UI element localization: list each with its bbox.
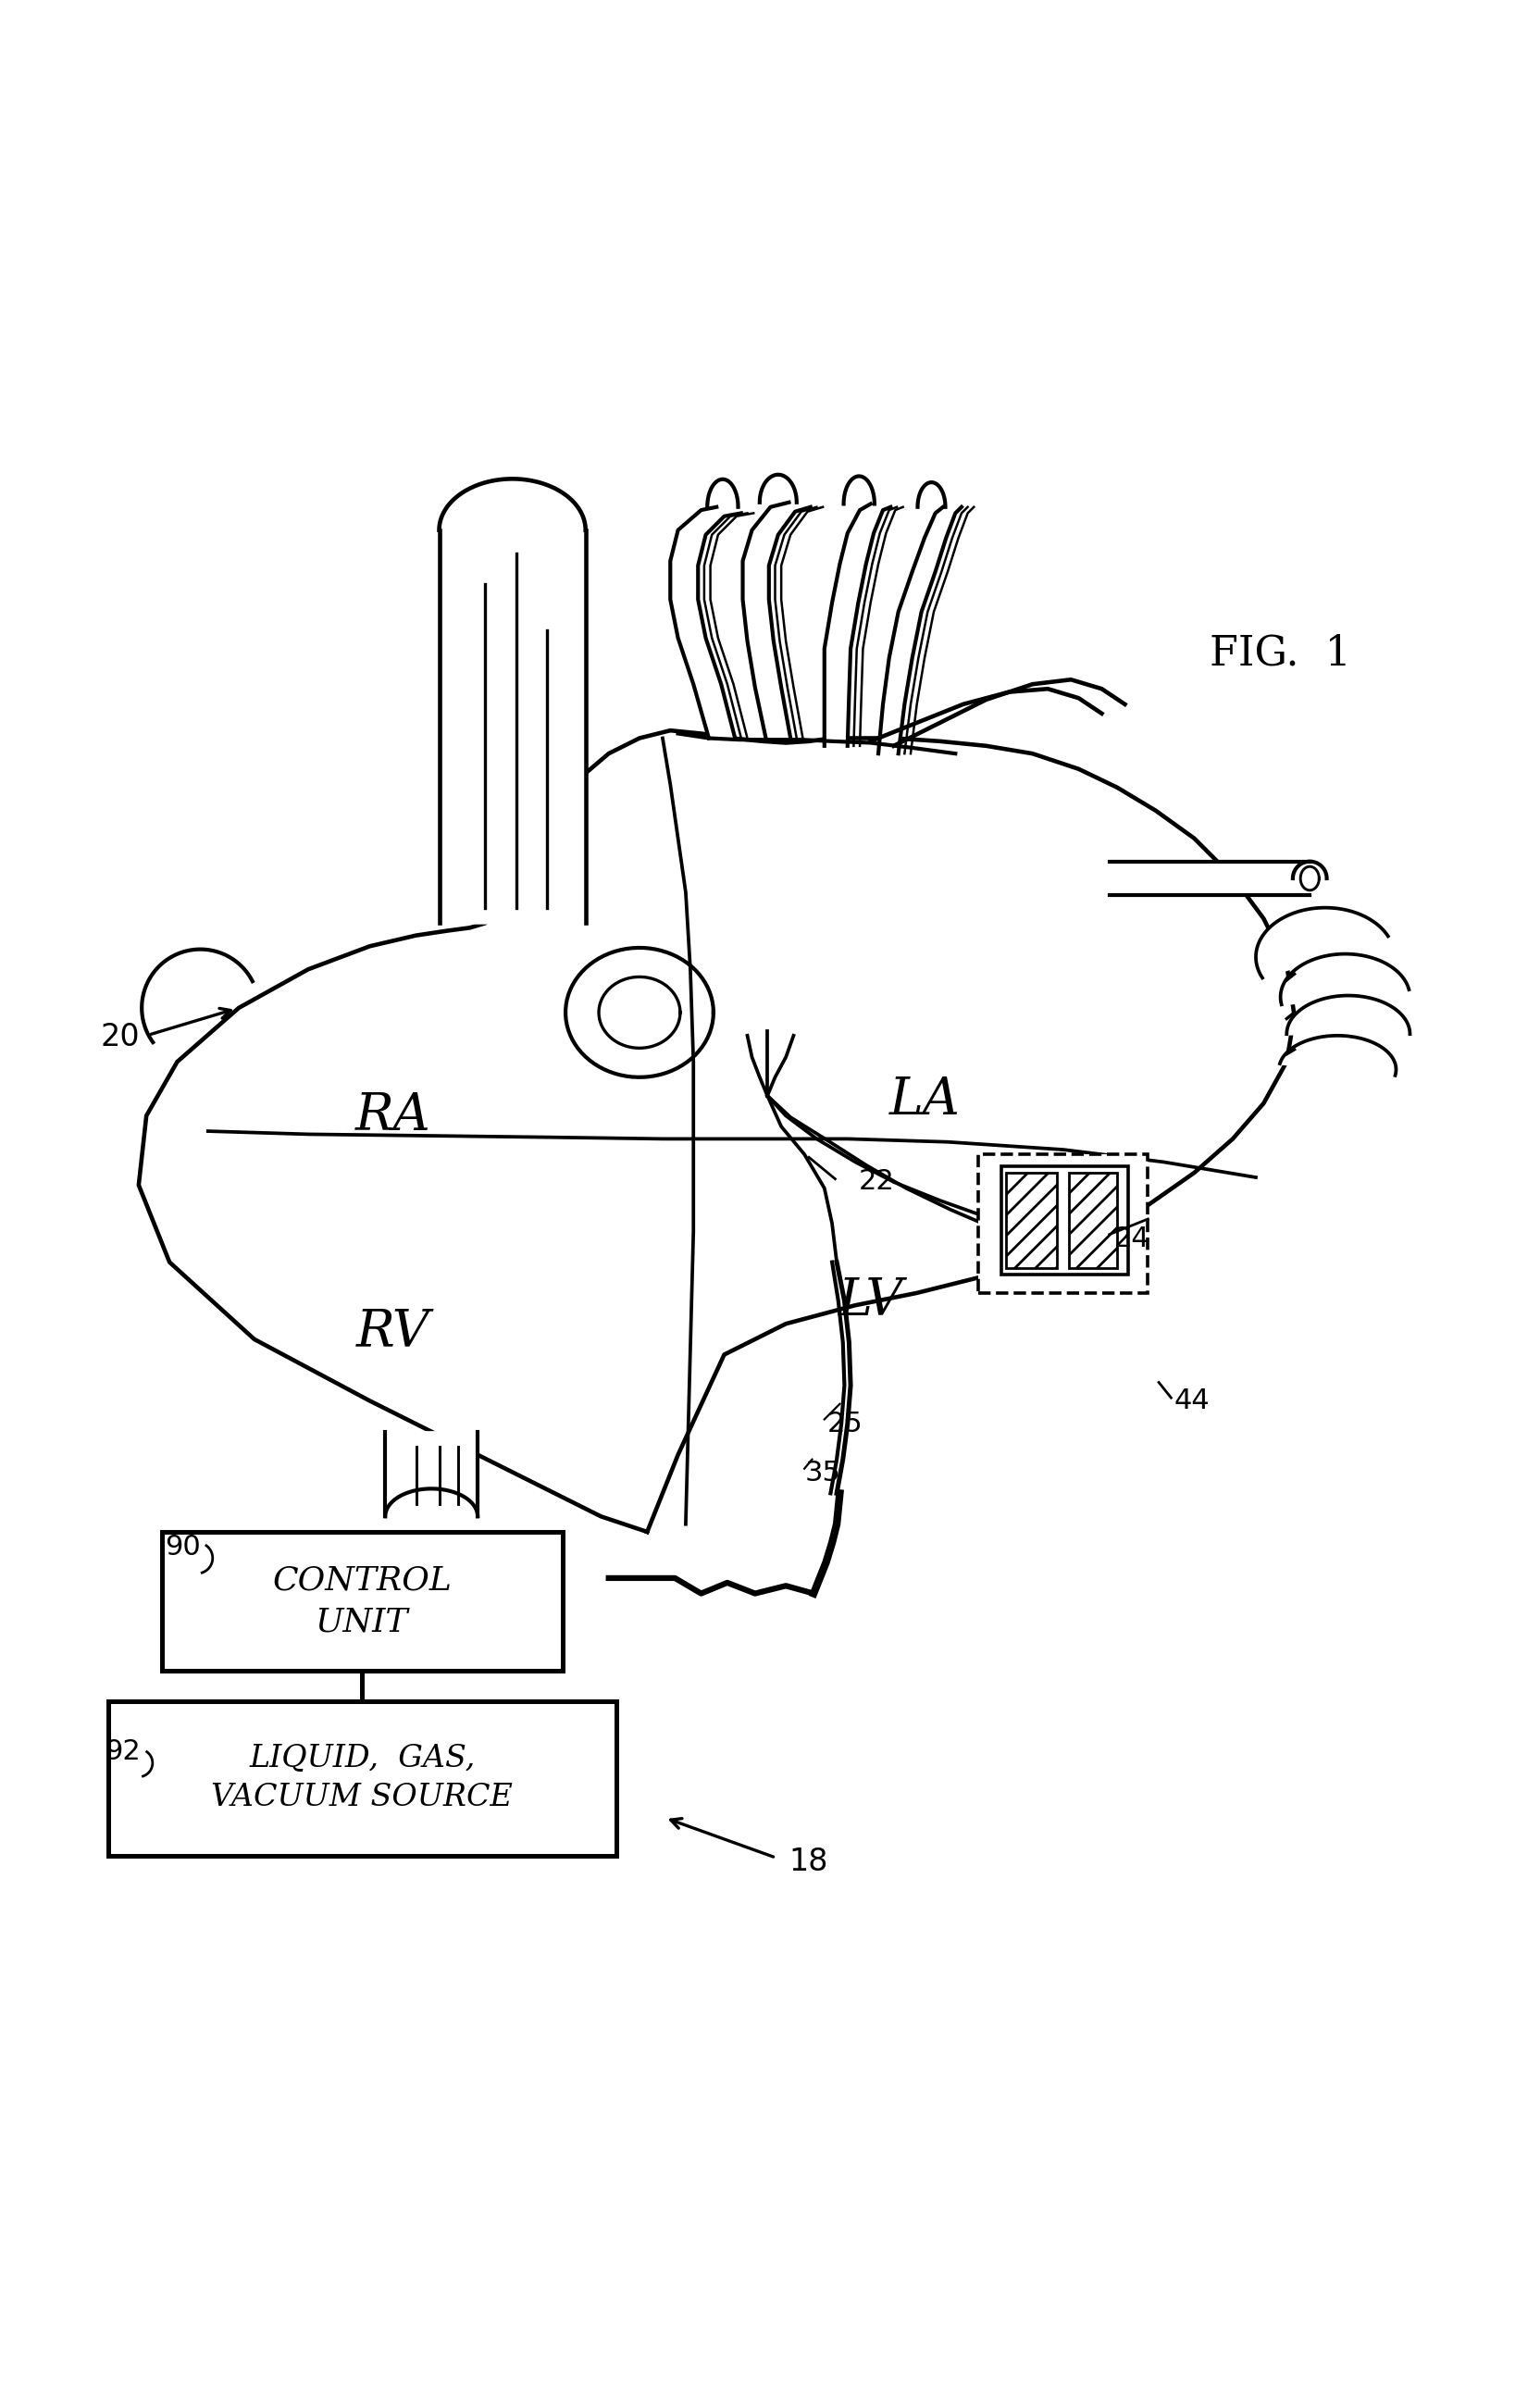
Polygon shape — [1109, 862, 1309, 896]
Bar — [978, 1155, 1147, 1294]
Bar — [1001, 1167, 1127, 1275]
Polygon shape — [742, 475, 810, 737]
Text: 35: 35 — [804, 1460, 839, 1486]
Bar — [108, 1702, 616, 1856]
Text: 92: 92 — [105, 1738, 140, 1765]
Polygon shape — [670, 480, 741, 737]
Polygon shape — [1280, 953, 1408, 1004]
Text: LIQUID,  GAS,
VACUUM SOURCE: LIQUID, GAS, VACUUM SOURCE — [211, 1743, 513, 1813]
Text: 44: 44 — [1173, 1388, 1209, 1414]
Text: LA: LA — [889, 1076, 959, 1126]
Text: 90: 90 — [165, 1534, 200, 1561]
Polygon shape — [824, 475, 890, 747]
Text: 24: 24 — [1113, 1225, 1149, 1253]
Text: RA: RA — [354, 1090, 431, 1140]
Polygon shape — [439, 478, 585, 922]
Polygon shape — [385, 1489, 477, 1517]
Text: FIG.  1: FIG. 1 — [1209, 634, 1351, 672]
Polygon shape — [139, 730, 1294, 1532]
Text: RV: RV — [356, 1306, 430, 1357]
Polygon shape — [878, 483, 961, 754]
Text: LV: LV — [838, 1275, 902, 1325]
Bar — [1006, 1172, 1056, 1268]
Text: 18: 18 — [788, 1846, 827, 1878]
Polygon shape — [565, 948, 713, 1078]
Text: 22: 22 — [858, 1169, 893, 1196]
Bar — [1069, 1172, 1116, 1268]
Text: 25: 25 — [827, 1409, 862, 1438]
Polygon shape — [142, 948, 253, 1042]
Bar — [162, 1532, 562, 1671]
Text: CONTROL
UNIT: CONTROL UNIT — [273, 1565, 451, 1637]
Polygon shape — [1280, 1035, 1395, 1076]
Polygon shape — [1286, 996, 1409, 1035]
Text: 20: 20 — [100, 1023, 140, 1054]
Polygon shape — [385, 1431, 477, 1517]
Polygon shape — [1255, 908, 1388, 977]
Polygon shape — [1292, 862, 1326, 896]
